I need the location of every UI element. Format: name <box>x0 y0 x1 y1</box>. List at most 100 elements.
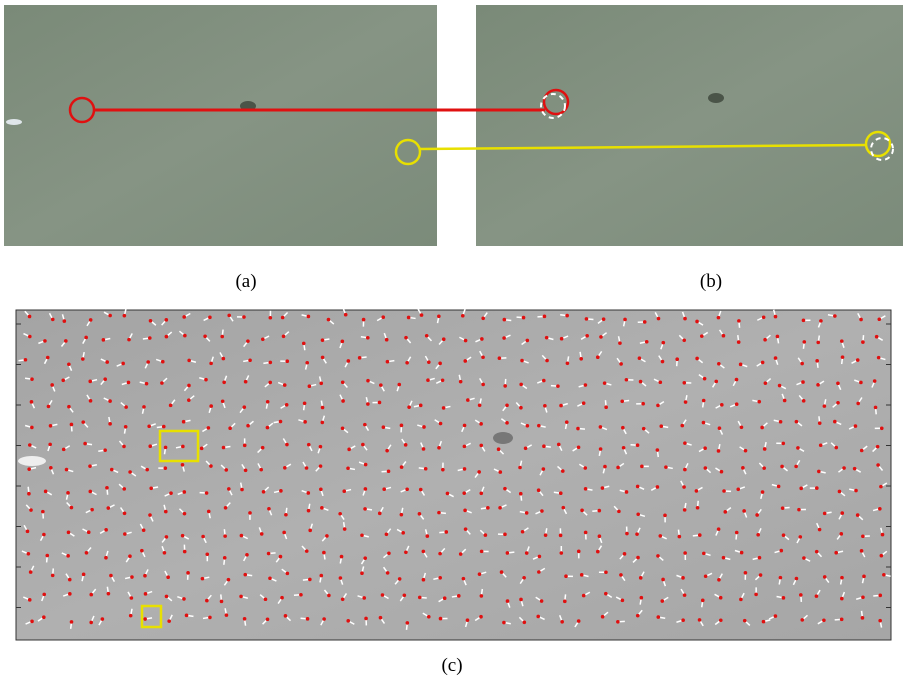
keypoint <box>459 380 463 384</box>
keypoint <box>68 578 72 582</box>
keypoint <box>404 336 408 340</box>
keypoint <box>742 509 746 513</box>
keypoint <box>875 335 879 339</box>
keypoint <box>861 616 865 620</box>
keypoint <box>227 578 231 582</box>
keypoint <box>182 597 186 601</box>
keypoint <box>327 318 331 322</box>
keypoint <box>683 508 687 512</box>
keypoint <box>46 356 50 360</box>
keypoint <box>268 381 272 385</box>
keypoint <box>478 572 482 576</box>
keypoint <box>739 598 743 602</box>
keypoint <box>657 317 661 321</box>
keypoint <box>70 620 74 624</box>
keypoint <box>537 424 541 428</box>
keypoint <box>366 336 370 340</box>
keypoint <box>481 317 485 321</box>
keypoint <box>682 485 686 489</box>
keypoint <box>378 512 382 516</box>
keypoint <box>876 463 880 467</box>
keypoint <box>836 382 840 386</box>
keypoint <box>422 425 426 429</box>
keypoint <box>542 467 546 471</box>
keypoint <box>307 443 311 447</box>
keypoint <box>439 422 443 426</box>
keypoint <box>364 617 368 621</box>
keypoint <box>381 315 385 319</box>
keypoint <box>227 487 231 491</box>
keypoint <box>815 359 819 363</box>
keypoint <box>319 445 323 449</box>
keypoint <box>584 487 588 491</box>
keypoint <box>266 400 270 404</box>
keypoint <box>879 485 883 489</box>
keypoint <box>717 578 721 582</box>
keypoint <box>625 378 629 382</box>
keypoint <box>248 511 252 515</box>
keypoint <box>704 574 708 578</box>
keypoint <box>603 381 607 385</box>
keypoint <box>762 466 766 470</box>
keypoint <box>579 357 583 361</box>
keypoint <box>220 600 224 604</box>
keypoint <box>130 596 134 600</box>
keypoint <box>105 360 109 364</box>
keypoint <box>794 465 798 469</box>
keypoint <box>185 614 189 618</box>
keypoint <box>796 446 800 450</box>
keypoint <box>222 380 226 384</box>
keypoint <box>208 316 212 320</box>
keypoint <box>557 443 561 447</box>
keypoint <box>461 314 465 318</box>
keypoint <box>282 531 286 535</box>
keypoint <box>419 404 423 408</box>
keypoint <box>584 531 588 535</box>
keypoint <box>221 399 225 403</box>
keypoint <box>740 551 744 555</box>
keypoint <box>29 508 33 512</box>
keypoint <box>187 398 191 402</box>
keypoint <box>480 550 484 554</box>
keypoint <box>736 488 740 492</box>
keypoint <box>89 399 93 403</box>
keypoint <box>205 552 209 556</box>
keypoint <box>181 445 185 449</box>
keypoint <box>854 424 858 428</box>
keypoint <box>427 360 431 364</box>
keypoint <box>124 425 128 429</box>
keypoint <box>308 529 312 533</box>
keypoint <box>285 443 289 447</box>
keypoint <box>128 470 132 474</box>
keypoint <box>860 449 864 453</box>
keypoint <box>817 470 821 474</box>
keypoint <box>479 491 483 495</box>
keypoint <box>464 339 468 343</box>
keypoint <box>621 426 625 430</box>
keypoint <box>284 513 288 517</box>
keypoint <box>762 315 766 319</box>
keypoint <box>322 551 326 555</box>
keypoint <box>506 551 510 555</box>
keypoint <box>760 426 764 430</box>
keypoint <box>537 570 541 574</box>
keypoint <box>103 377 107 381</box>
keypoint <box>398 577 402 581</box>
keypoint <box>209 362 213 366</box>
keypoint <box>103 448 107 452</box>
keypoint <box>678 535 682 539</box>
keypoint <box>545 359 549 363</box>
keypoint <box>880 427 884 431</box>
keypoint <box>346 466 350 470</box>
keypoint <box>222 357 226 361</box>
keypoint <box>283 383 287 387</box>
keypoint <box>636 443 640 447</box>
keypoint <box>340 555 344 559</box>
keypoint <box>242 315 246 319</box>
keypoint <box>596 550 600 554</box>
keypoint <box>484 533 488 537</box>
keypoint <box>62 448 66 452</box>
keypoint <box>386 360 390 364</box>
keypoint <box>840 576 844 580</box>
keypoint <box>108 399 112 403</box>
